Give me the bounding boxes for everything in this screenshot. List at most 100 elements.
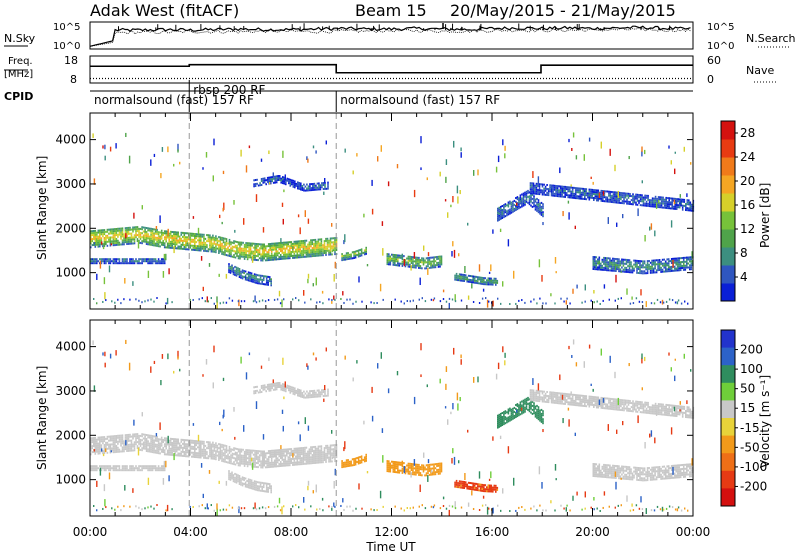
data-cell [123,465,125,468]
data-cell [283,462,285,465]
data-cell [625,260,628,263]
noise-cell [467,295,470,300]
data-cell [172,450,175,453]
data-cell [121,258,124,261]
data-cell [295,242,297,245]
data-cell [206,234,208,237]
data-cell [121,231,124,234]
data-cell [145,243,148,245]
data-cell [618,262,620,265]
data-cell [175,233,178,236]
data-cell [415,262,417,265]
data-cell [558,191,560,194]
data-cell [221,443,223,446]
data-cell [178,454,181,457]
data-cell [493,277,496,280]
panel-border [89,112,694,310]
data-cell [613,265,616,268]
data-cell [310,253,312,256]
data-cell [192,447,195,450]
data-cell [630,195,633,198]
data-cell [311,253,314,256]
data-cell [97,448,100,451]
data-cell [594,260,596,263]
data-cell [428,260,431,263]
data-cell [166,443,169,446]
data-cell [222,241,225,244]
data-cell [332,249,335,252]
data-cell [506,204,508,207]
data-cell [276,453,279,456]
data-cell [133,445,136,448]
data-cell [310,241,312,244]
data-cell [341,255,343,258]
data-cell [675,204,678,206]
data-cell [313,186,316,189]
data-cell [156,439,158,442]
data-cell [263,460,265,463]
noise-cell [243,218,245,225]
data-cell [282,178,284,181]
data-cell [150,444,152,447]
data-cell [598,258,601,261]
data-cell [334,454,336,457]
data-cell [549,190,551,193]
data-cell [269,454,271,456]
data-cell [400,262,402,265]
data-cell [231,448,234,451]
noise-cell [686,193,688,198]
data-cell [165,240,167,243]
data-cell [263,452,265,455]
data-cell [687,262,690,265]
data-cell [325,187,328,190]
data-cell [254,455,256,458]
data-cell [676,261,679,264]
data-cell [282,180,284,183]
data-cell [667,270,670,273]
data-cell [522,198,525,201]
data-cell [605,196,607,199]
data-cell [162,451,164,453]
data-cell [673,265,676,268]
data-cell [565,186,568,189]
data-cell [157,469,160,472]
data-cell [660,260,662,263]
data-cell [574,191,577,194]
data-cell [296,463,299,466]
data-cell [169,246,172,249]
data-cell [283,182,286,185]
data-cell [329,247,332,250]
data-cell [160,243,163,246]
data-cell [183,451,186,453]
data-cell [657,198,660,201]
data-cell [148,465,151,468]
data-cell [348,255,351,258]
data-cell [308,241,311,244]
data-cell [197,245,199,248]
data-cell [617,201,619,204]
data-cell [648,263,650,266]
data-cell [553,186,556,189]
data-cell [531,182,533,185]
data-cell [100,258,103,261]
data-cell [430,260,432,263]
data-cell [120,237,122,240]
data-cell [153,465,155,468]
data-cell [314,455,317,458]
data-cell [635,195,637,198]
data-cell [325,458,327,461]
data-cell [135,228,137,231]
data-cell [689,258,691,261]
data-cell [147,260,149,263]
data-cell [126,469,128,472]
near-range-cell [165,302,167,305]
data-cell [225,445,228,448]
data-cell [484,281,487,284]
data-cell [201,452,204,455]
noise-cell [307,218,310,224]
data-cell [203,245,205,248]
data-cell [94,452,97,455]
near-range-cell [641,301,644,304]
data-cell [127,447,130,450]
data-cell [209,445,211,448]
